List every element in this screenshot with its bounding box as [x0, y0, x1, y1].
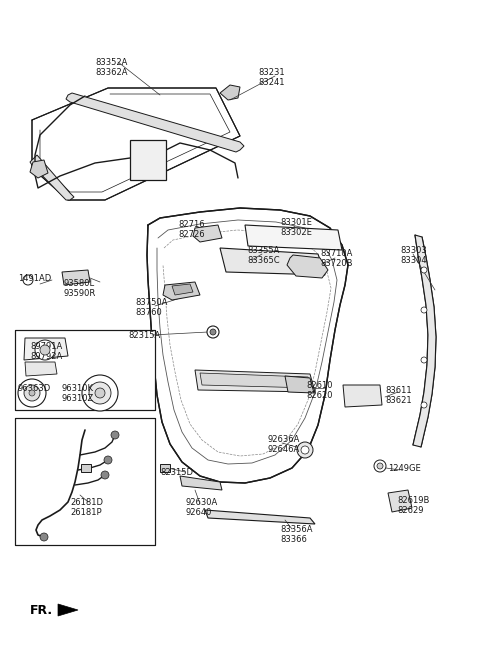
Text: 1249GE: 1249GE	[388, 464, 421, 473]
Polygon shape	[205, 510, 315, 524]
Circle shape	[210, 329, 216, 335]
Text: 92630A
92640: 92630A 92640	[185, 498, 217, 518]
Text: 96310K
96310Z: 96310K 96310Z	[62, 384, 94, 403]
Polygon shape	[147, 208, 348, 483]
Text: 89791A
89792A: 89791A 89792A	[30, 342, 62, 361]
Text: 96363D: 96363D	[18, 384, 51, 393]
Text: 93580L
93590R: 93580L 93590R	[64, 279, 96, 298]
Circle shape	[40, 345, 50, 355]
Circle shape	[374, 460, 386, 472]
Text: FR.: FR.	[30, 604, 53, 617]
Circle shape	[29, 390, 35, 396]
Text: 82716
82726: 82716 82726	[178, 220, 204, 239]
Circle shape	[297, 442, 313, 458]
Circle shape	[24, 385, 40, 401]
Polygon shape	[343, 385, 382, 407]
Polygon shape	[15, 330, 155, 410]
FancyBboxPatch shape	[160, 464, 170, 472]
Polygon shape	[25, 362, 57, 376]
Polygon shape	[413, 235, 436, 447]
Text: 83356A
83366: 83356A 83366	[280, 525, 312, 544]
Text: 83710A
83720B: 83710A 83720B	[320, 249, 352, 268]
Polygon shape	[163, 282, 200, 300]
FancyBboxPatch shape	[81, 464, 91, 472]
Polygon shape	[180, 476, 222, 490]
Text: 82619B
82629: 82619B 82629	[397, 496, 430, 516]
Circle shape	[82, 375, 118, 411]
Text: 83611
83621: 83611 83621	[385, 386, 412, 405]
Text: 1491AD: 1491AD	[18, 274, 51, 283]
Circle shape	[301, 446, 309, 454]
Text: 82315A: 82315A	[128, 331, 160, 340]
Circle shape	[101, 471, 109, 479]
Polygon shape	[30, 160, 48, 178]
Polygon shape	[32, 88, 240, 200]
Text: 82610
82620: 82610 82620	[306, 381, 333, 400]
Text: 83231
83241: 83231 83241	[258, 68, 285, 87]
Polygon shape	[193, 225, 222, 242]
Text: 92636A
92646A: 92636A 92646A	[268, 435, 300, 455]
Polygon shape	[15, 418, 155, 545]
Circle shape	[421, 307, 427, 313]
Circle shape	[421, 357, 427, 363]
Text: 83355A
83365C: 83355A 83365C	[247, 246, 280, 266]
Circle shape	[35, 340, 55, 360]
Circle shape	[18, 379, 46, 407]
Text: 26181D
26181P: 26181D 26181P	[70, 498, 103, 518]
Polygon shape	[195, 370, 315, 392]
Polygon shape	[200, 373, 312, 388]
Text: 83750A
83760: 83750A 83760	[135, 298, 168, 318]
Polygon shape	[62, 270, 90, 285]
Polygon shape	[130, 140, 166, 180]
Circle shape	[111, 431, 119, 439]
Polygon shape	[220, 248, 325, 275]
Circle shape	[207, 326, 219, 338]
Polygon shape	[172, 284, 193, 295]
Polygon shape	[220, 85, 240, 100]
Polygon shape	[30, 155, 74, 200]
Text: 82315D: 82315D	[160, 468, 193, 477]
Polygon shape	[245, 225, 342, 250]
Circle shape	[377, 463, 383, 469]
Circle shape	[421, 267, 427, 273]
Text: 83303
83304: 83303 83304	[400, 246, 427, 266]
Polygon shape	[388, 490, 412, 512]
Polygon shape	[66, 93, 244, 152]
Circle shape	[40, 533, 48, 541]
Circle shape	[89, 382, 111, 404]
Polygon shape	[58, 604, 78, 616]
Circle shape	[104, 456, 112, 464]
Circle shape	[421, 402, 427, 408]
Polygon shape	[285, 376, 314, 393]
Polygon shape	[24, 338, 68, 360]
Text: 83352A
83362A: 83352A 83362A	[95, 58, 128, 77]
Circle shape	[23, 275, 33, 285]
Circle shape	[95, 388, 105, 398]
Polygon shape	[287, 255, 328, 278]
Text: 83301E
83302E: 83301E 83302E	[280, 218, 312, 237]
